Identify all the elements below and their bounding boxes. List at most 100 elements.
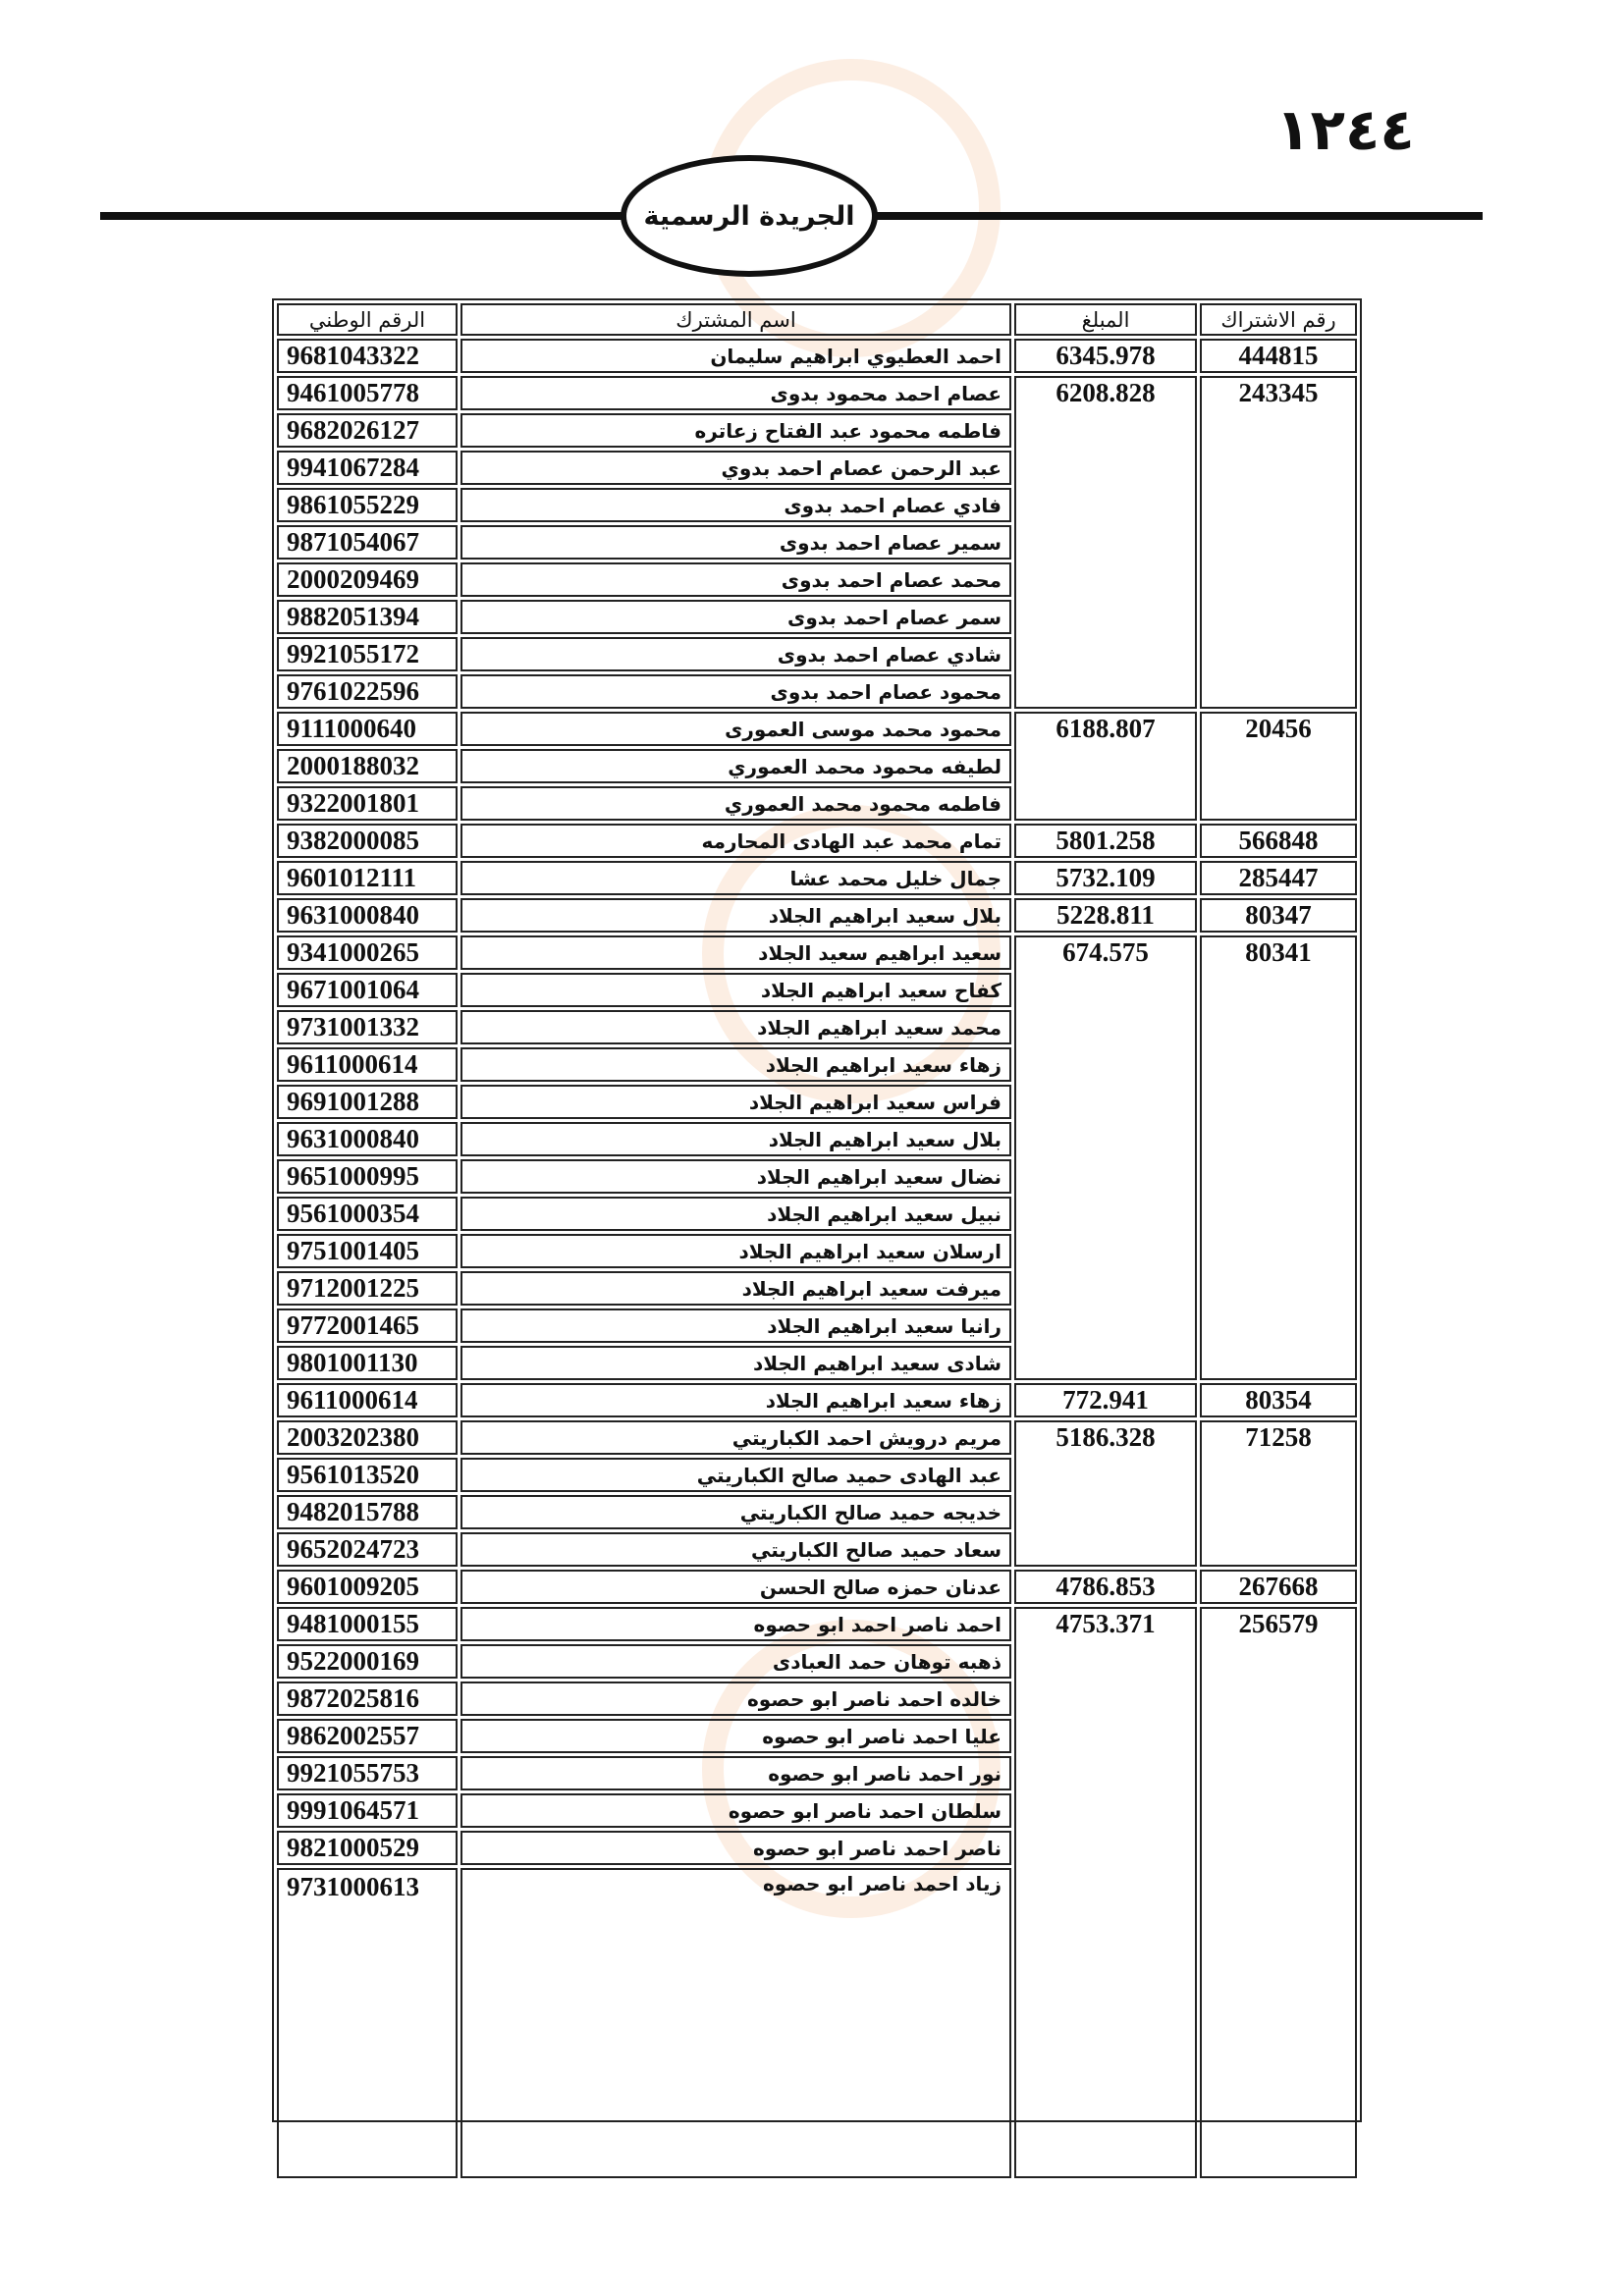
table-row: 9991064571 سلطان احمد ناصر ابو حصوه: [277, 1793, 1357, 1828]
gazette-title: الجريدة الرسمية: [643, 200, 855, 232]
table-row: 9482015788 خديجه حميد صالح الكباريتي: [277, 1495, 1357, 1529]
national-id-cell: 9522000169: [277, 1644, 458, 1679]
subscriber-name-cell: سمر عصام احمد بدوى: [460, 600, 1011, 634]
subscriber-name-cell: عصام احمد محمود بدوى: [460, 376, 1011, 410]
table-row: 9481000155 احمد ناصر احمد ابو حصوه 4753.37…: [277, 1607, 1357, 2178]
table-row: 9631000840 بلال سعيد ابراهيم الجلاد 5228.8…: [277, 898, 1357, 933]
national-id-cell: 9691001288: [277, 1085, 458, 1119]
subscriber-name-cell: زياد احمد ناصر ابو حصوه: [460, 1868, 1011, 2178]
subscriber-name-cell: سمير عصام احمد بدوى: [460, 525, 1011, 560]
subscription-number-cell: 267668: [1200, 1570, 1357, 1604]
subscribers-table: الرقم الوطني اسم المشترك المبلغ رقم الاش…: [272, 298, 1362, 2178]
table-row: 9761022596 محمود عصام احمد بدوى: [277, 674, 1357, 709]
national-id-cell: 9481000155: [277, 1607, 458, 1641]
subscriber-name-cell: سعيد ابراهيم سعيد الجلاد: [460, 935, 1011, 970]
table-row: 9601009205 عدنان حمزه صالح الحسن 4786.853 2…: [277, 1570, 1357, 1604]
national-id-cell: 9871054067: [277, 525, 458, 560]
table-row: 9611000614 زهاء سعيد ابراهيم الجلاد 772.94…: [277, 1383, 1357, 1417]
table-row: 9871054067 سمير عصام احمد بدوى: [277, 525, 1357, 560]
national-id-cell: 9872025816: [277, 1682, 458, 1716]
subscription-number-cell: 566848: [1200, 824, 1357, 858]
table-row: 2000188032 لطيفه محمود محمد العموري: [277, 749, 1357, 783]
table-row: 9772001465 رانيا سعيد ابراهيم الجلاد: [277, 1308, 1357, 1343]
amount-cell: 5228.811: [1014, 898, 1197, 933]
national-id-cell: 9731000613: [277, 1868, 458, 2178]
table-row: 9682026127 فاطمه محمود عبد الفتاح زعاتره: [277, 413, 1357, 448]
national-id-cell: 9772001465: [277, 1308, 458, 1343]
amount-cell: 6208.828: [1014, 376, 1197, 709]
subscriber-name-cell: سعاد حميد صالح الكباريتي: [460, 1532, 1011, 1567]
amount-cell: 5732.109: [1014, 861, 1197, 895]
subscriber-name-cell: تمام محمد عبد الهادى المحارمه: [460, 824, 1011, 858]
national-id-cell: 9561000354: [277, 1197, 458, 1231]
national-id-cell: 9681043322: [277, 339, 458, 373]
subscriber-name-cell: ذهبه توهان حمد العبادى: [460, 1644, 1011, 1679]
national-id-cell: 9601009205: [277, 1570, 458, 1604]
subscription-number-cell: 285447: [1200, 861, 1357, 895]
subscriber-name-cell: محمود عصام احمد بدوى: [460, 674, 1011, 709]
table-row: 9341000265 سعيد ابراهيم سعيد الجلاد 674.57…: [277, 935, 1357, 1380]
subscription-number-cell: 243345: [1200, 376, 1357, 709]
subscriber-name-cell: عدنان حمزه صالح الحسن: [460, 1570, 1011, 1604]
table-row: 2000209469 محمد عصام احمد بدوى: [277, 562, 1357, 597]
subscriber-name-cell: فاطمه محمود عبد الفتاح زعاتره: [460, 413, 1011, 448]
subscriber-name-cell: سلطان احمد ناصر ابو حصوه: [460, 1793, 1011, 1828]
subscriber-name-cell: جمال خليل محمد عشا: [460, 861, 1011, 895]
national-id-cell: 2000188032: [277, 749, 458, 783]
header-name: اسم المشترك: [460, 303, 1011, 336]
table-row: 9731000613 زياد احمد ناصر ابو حصوه: [277, 1868, 1357, 2178]
subscriber-name-cell: عليا احمد ناصر ابو حصوه: [460, 1719, 1011, 1753]
subscriber-name-cell: نضال سعيد ابراهيم الجلاد: [460, 1159, 1011, 1194]
subscriber-name-cell: بلال سعيد ابراهيم الجلاد: [460, 898, 1011, 933]
header-national-id: الرقم الوطني: [277, 303, 458, 336]
amount-cell: 674.575: [1014, 935, 1197, 1380]
subscriber-name-cell: فادي عصام احمد بدوى: [460, 488, 1011, 522]
subscriber-name-cell: محمد سعيد ابراهيم الجلاد: [460, 1010, 1011, 1044]
national-id-cell: 2003202380: [277, 1420, 458, 1455]
subscriber-name-cell: زهاء سعيد ابراهيم الجلاد: [460, 1383, 1011, 1417]
national-id-cell: 9561013520: [277, 1458, 458, 1492]
national-id-cell: 9382000085: [277, 824, 458, 858]
national-id-cell: 9991064571: [277, 1793, 458, 1828]
national-id-cell: 9761022596: [277, 674, 458, 709]
national-id-cell: 9111000640: [277, 712, 458, 746]
subscriber-name-cell: ارسلان سعيد ابراهيم الجلاد: [460, 1234, 1011, 1268]
national-id-cell: 9882051394: [277, 600, 458, 634]
national-id-cell: 9861055229: [277, 488, 458, 522]
table-row: 9611000614 زهاء سعيد ابراهيم الجلاد: [277, 1047, 1357, 1082]
subscriber-name-cell: بلال سعيد ابراهيم الجلاد: [460, 1122, 1011, 1156]
table-row: 9522000169 ذهبه توهان حمد العبادى: [277, 1644, 1357, 1679]
table-row: 9671001064 كفاح سعيد ابراهيم الجلاد: [277, 973, 1357, 1007]
national-id-cell: 9751001405: [277, 1234, 458, 1268]
table-row: 9921055172 شادي عصام احمد بدوى: [277, 637, 1357, 671]
subscriber-name-cell: عبد الهادى حميد صالح الكباريتي: [460, 1458, 1011, 1492]
national-id-cell: 9631000840: [277, 898, 458, 933]
subscriber-name-cell: ميرفت سعيد ابراهيم الجلاد: [460, 1271, 1011, 1306]
amount-cell: 772.941: [1014, 1383, 1197, 1417]
subscriber-name-cell: احمد العطيوي ابراهيم سليمان: [460, 339, 1011, 373]
national-id-cell: 9322001801: [277, 786, 458, 821]
national-id-cell: 9921055753: [277, 1756, 458, 1790]
national-id-cell: 9461005778: [277, 376, 458, 410]
national-id-cell: 9921055172: [277, 637, 458, 671]
table-row: 9882051394 سمر عصام احمد بدوى: [277, 600, 1357, 634]
subscriber-name-cell: فاطمه محمود محمد العموري: [460, 786, 1011, 821]
table-row: 9652024723 سعاد حميد صالح الكباريتي: [277, 1532, 1357, 1567]
subscription-number-cell: 80347: [1200, 898, 1357, 933]
subscriber-name-cell: نور احمد ناصر ابو حصوه: [460, 1756, 1011, 1790]
table-header-row: الرقم الوطني اسم المشترك المبلغ رقم الاش…: [277, 303, 1357, 336]
table-row: 9681043322 احمد العطيوي ابراهيم سليمان 634…: [277, 339, 1357, 373]
subscriber-name-cell: خديجه حميد صالح الكباريتي: [460, 1495, 1011, 1529]
subscription-number-cell: 80341: [1200, 935, 1357, 1380]
table-row: 9691001288 فراس سعيد ابراهيم الجلاد: [277, 1085, 1357, 1119]
amount-cell: 5801.258: [1014, 824, 1197, 858]
table-row: 9731001332 محمد سعيد ابراهيم الجلاد: [277, 1010, 1357, 1044]
amount-cell: 6188.807: [1014, 712, 1197, 821]
subscriber-name-cell: محمد عصام احمد بدوى: [460, 562, 1011, 597]
table-row: 9561013520 عبد الهادى حميد صالح الكباريتي: [277, 1458, 1357, 1492]
subscriber-name-cell: شادي عصام احمد بدوى: [460, 637, 1011, 671]
page-number: ١٢٤٤: [1275, 96, 1415, 163]
subscriber-name-cell: ناصر احمد ناصر ابو حصوه: [460, 1831, 1011, 1865]
header-ellipse: الجريدة الرسمية: [621, 155, 878, 277]
table-row: 9861055229 فادي عصام احمد بدوى: [277, 488, 1357, 522]
